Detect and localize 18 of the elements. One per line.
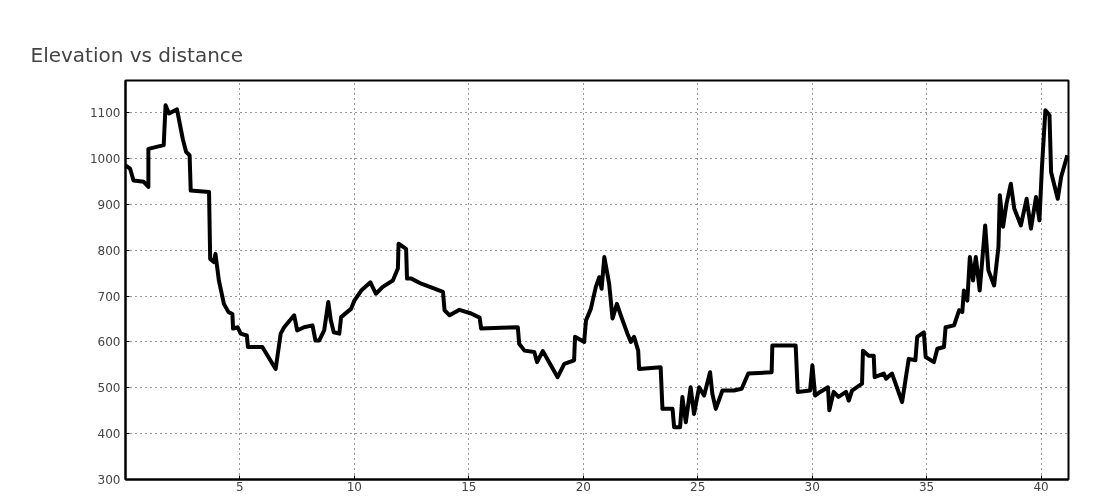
y-tick-label: 1000 (89, 151, 121, 166)
x-tick-label: 35 (918, 479, 935, 494)
x-tick-label: 5 (236, 479, 244, 494)
x-tick-label: 30 (804, 479, 820, 494)
y-tick-label: 300 (97, 473, 121, 487)
y-tick-label: 600 (97, 335, 121, 350)
y-tick-label: 900 (97, 197, 121, 212)
chart-title: Elevation vs distance (30, 42, 244, 67)
y-tick-label: 700 (97, 289, 121, 304)
y-tick-label: 800 (97, 243, 121, 258)
y-tick-label: 500 (97, 381, 121, 396)
x-tick-label: 20 (575, 479, 591, 494)
x-tick-label: 25 (690, 479, 706, 494)
x-tick-label: 15 (461, 479, 477, 494)
y-tick-label: 400 (97, 427, 121, 442)
x-tick-label: 40 (1033, 479, 1049, 494)
y-tick-label: 1100 (89, 106, 121, 121)
x-tick-label: 10 (346, 479, 363, 494)
